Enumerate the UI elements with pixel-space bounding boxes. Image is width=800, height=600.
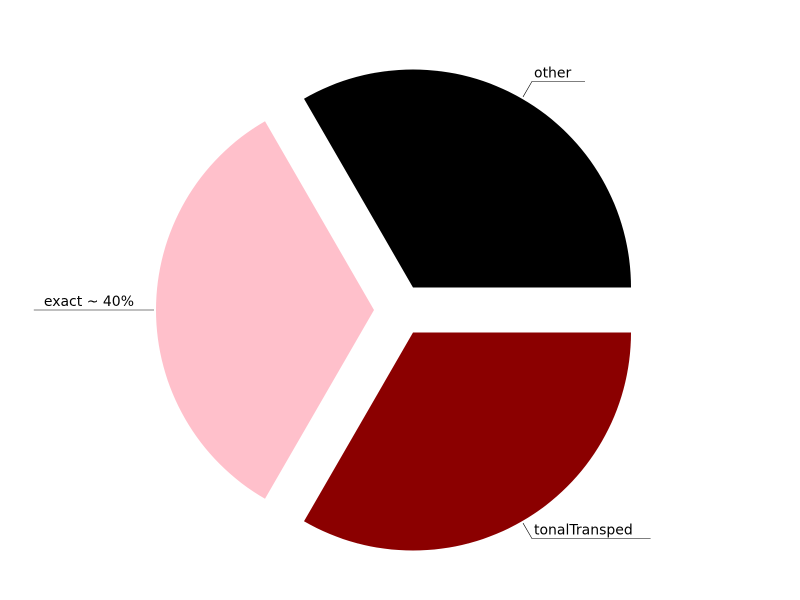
pie-labels: other exact ~ 40% tonalTransped <box>44 65 633 538</box>
pie-slice-tonal-transped <box>304 332 631 551</box>
leader-line-other <box>522 81 585 98</box>
pie-label-exact: exact ~ 40% <box>44 294 134 310</box>
leader-line-tonal-transped <box>522 522 651 539</box>
pie-label-tonal-transped: tonalTransped <box>534 523 633 539</box>
pie-slice-other <box>304 69 631 288</box>
pie-leader-lines <box>33 81 651 539</box>
pie-slices <box>156 69 631 551</box>
pie-label-other: other <box>534 65 572 81</box>
pie-slice-exact <box>156 121 374 499</box>
